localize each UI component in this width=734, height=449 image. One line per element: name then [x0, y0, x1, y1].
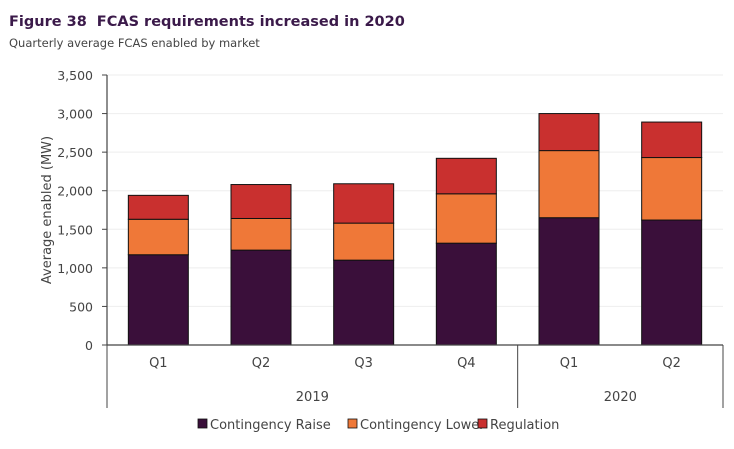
bar-segment-regulation [538, 113, 600, 152]
x-tick-label: Q4 [457, 356, 476, 371]
legend-swatch [477, 418, 488, 429]
figure-title: Figure 38 FCAS requirements increased in … [9, 14, 405, 30]
y-tick-label: 0 [85, 338, 93, 353]
x-tick-label: Q1 [560, 356, 579, 371]
x-tick-label: Q2 [252, 356, 271, 371]
y-tick-label: 2,500 [57, 145, 93, 160]
bar-segment-contingency-raise [333, 259, 395, 346]
figure-number: Figure 38 [9, 14, 87, 30]
bar-segment-contingency-lower [538, 150, 600, 219]
y-tick-label: 500 [69, 299, 93, 314]
legend-swatch [347, 418, 358, 429]
x-tick-label: Q1 [149, 356, 168, 371]
legend-label: Contingency Raise [210, 418, 331, 433]
figure-title-text: FCAS requirements increased in 2020 [96, 14, 405, 30]
bar-segment-regulation [435, 157, 497, 195]
y-tick-label: 3,500 [57, 68, 93, 83]
bar-segment-contingency-lower [230, 217, 292, 251]
x-group-label: 2020 [604, 390, 637, 405]
legend-swatch [197, 418, 208, 429]
bar-segment-contingency-lower [127, 218, 189, 256]
legend-label: Contingency Lower [360, 418, 485, 433]
bar-segment-contingency-raise [641, 219, 703, 346]
x-tick-label: Q2 [662, 356, 681, 371]
bar-segment-regulation [127, 194, 189, 220]
y-tick-label: 3,000 [57, 107, 93, 122]
bar-segment-contingency-raise [230, 249, 292, 346]
y-tick-label: 1,500 [57, 222, 93, 237]
x-group-label: 2019 [296, 390, 329, 405]
bar-segment-regulation [641, 121, 703, 159]
figure-subtitle: Quarterly average FCAS enabled by market [9, 36, 260, 50]
y-tick-label: 2,000 [57, 184, 93, 199]
bar-segment-contingency-lower [435, 193, 497, 244]
bar-segment-contingency-lower [641, 157, 703, 221]
x-tick-label: Q3 [354, 356, 373, 371]
bar-segment-contingency-raise [127, 254, 189, 346]
bar-segment-regulation [333, 183, 395, 224]
legend-label: Regulation [490, 418, 559, 433]
bar-segment-regulation [230, 184, 292, 219]
y-tick-label: 1,000 [57, 261, 93, 276]
y-axis-label: Average enabled (MW) [40, 136, 55, 284]
bar-segment-contingency-raise [538, 217, 600, 346]
bar-segment-contingency-lower [333, 222, 395, 261]
bar-segment-contingency-raise [435, 242, 497, 346]
